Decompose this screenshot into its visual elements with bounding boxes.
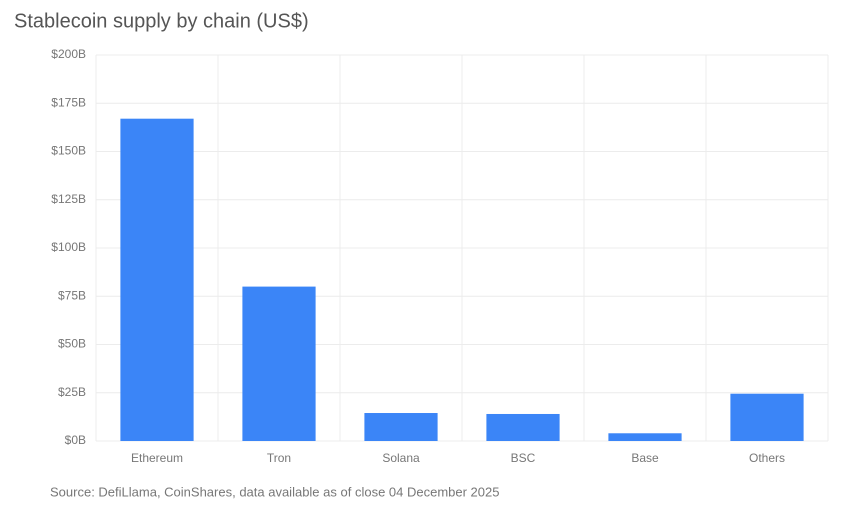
bar xyxy=(242,286,316,441)
bar xyxy=(486,413,560,441)
y-tick-label: $50B xyxy=(58,337,86,351)
x-tick-label: Ethereum xyxy=(131,451,183,465)
y-tick-label: $25B xyxy=(58,385,86,399)
x-tick-label: Base xyxy=(631,451,659,465)
y-tick-label: $100B xyxy=(51,240,86,254)
x-tick-label: Tron xyxy=(267,451,291,465)
bar xyxy=(608,433,682,441)
y-tick-label: $200B xyxy=(51,47,86,61)
chart-title: Stablecoin supply by chain (US$) xyxy=(14,10,309,32)
y-tick-label: $175B xyxy=(51,95,86,109)
y-tick-label: $150B xyxy=(51,144,86,158)
y-tick-label: $125B xyxy=(51,192,86,206)
bar xyxy=(120,118,194,441)
x-tick-label: Solana xyxy=(382,451,420,465)
y-tick-label: $0B xyxy=(65,433,86,447)
x-tick-label: Others xyxy=(749,451,785,465)
bar xyxy=(364,413,438,441)
y-tick-label: $75B xyxy=(58,288,86,302)
bar xyxy=(730,393,804,441)
x-tick-label: BSC xyxy=(511,451,536,465)
source-note: Source: DefiLlama, CoinShares, data avai… xyxy=(50,484,499,499)
